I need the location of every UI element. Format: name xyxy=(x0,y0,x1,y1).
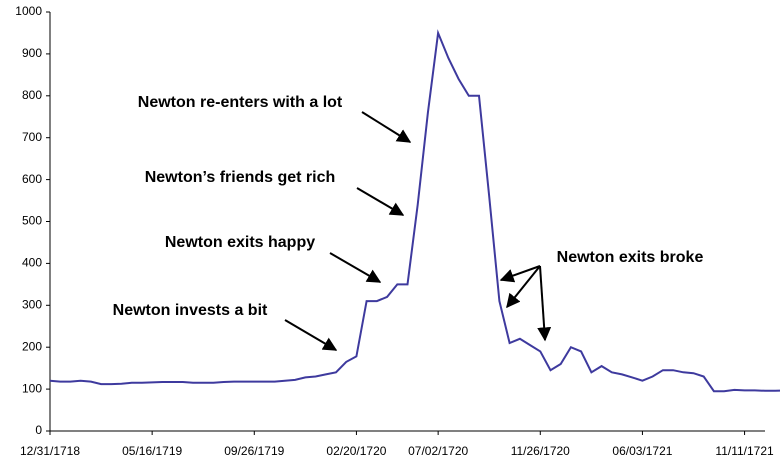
arrow xyxy=(284,319,338,351)
y-tick-label: 700 xyxy=(22,130,42,144)
y-tick-label: 300 xyxy=(22,297,42,311)
annotation: Newton exits happy xyxy=(165,234,315,251)
annotation: Newton exits broke xyxy=(557,249,704,266)
y-tick-label: 900 xyxy=(22,46,42,60)
x-tick-label: 11/26/1720 xyxy=(511,444,570,458)
x-tick-label: 07/02/1720 xyxy=(408,444,468,458)
y-tick-label: 100 xyxy=(22,381,42,395)
y-tick-label: 400 xyxy=(22,256,42,270)
arrow xyxy=(356,187,405,216)
y-tick-label: 0 xyxy=(35,423,42,437)
x-tick-label: 12/31/1718 xyxy=(20,444,80,458)
y-tick-label: 800 xyxy=(22,88,42,102)
arrow xyxy=(499,265,541,283)
x-tick-label: 06/03/1721 xyxy=(612,444,672,458)
arrow xyxy=(329,252,382,283)
x-tick-label: 02/20/1720 xyxy=(326,444,386,458)
y-tick-label: 1000 xyxy=(15,4,42,18)
arrow xyxy=(537,265,552,342)
annotation: Newton invests a bit xyxy=(113,302,268,319)
price-line xyxy=(49,29,780,393)
y-tick-label: 600 xyxy=(22,172,42,186)
arrow xyxy=(361,111,412,143)
arrow xyxy=(506,265,541,309)
y-tick-label: 500 xyxy=(22,214,42,228)
annotation: Newton re-enters with a lot xyxy=(138,94,343,111)
annotation: Newton’s friends get rich xyxy=(145,169,336,186)
x-tick-label: 09/26/1719 xyxy=(224,444,284,458)
x-tick-label: 11/11/1721 xyxy=(715,444,774,458)
x-tick-label: 05/16/1719 xyxy=(122,444,182,458)
y-tick-label: 200 xyxy=(22,339,42,353)
